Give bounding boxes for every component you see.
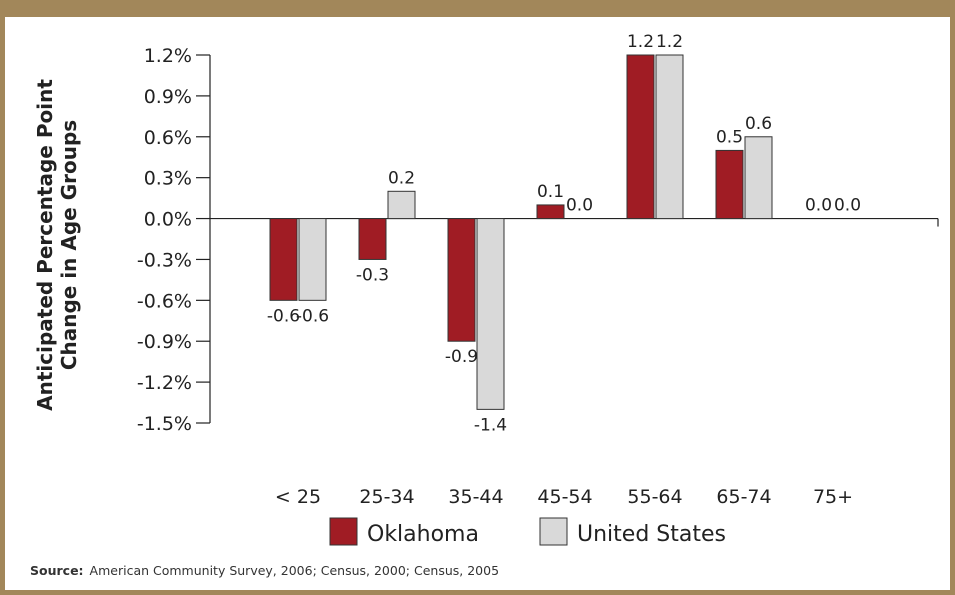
bar-oklahoma (447, 218, 476, 342)
data-label: 1.2 (656, 32, 683, 52)
bar-united-states (655, 54, 684, 220)
data-label: 0.0 (805, 196, 832, 216)
data-label: -1.4 (474, 415, 507, 435)
legend-swatch-oklahoma (329, 517, 358, 546)
y-tick-label: 0.3% (144, 168, 192, 190)
data-label: 0.0 (566, 196, 593, 216)
y-tick-label: -0.9% (137, 331, 192, 353)
x-tick-label: < 25 (275, 486, 321, 508)
bar-united-states (298, 218, 327, 301)
y-tick-label: -0.3% (137, 249, 192, 271)
x-tick-label: 55-64 (627, 486, 682, 508)
data-label: -0.9 (445, 347, 478, 367)
data-label: 0.2 (388, 168, 415, 188)
legend-label-united-states: United States (577, 522, 726, 547)
data-label: 0.0 (834, 196, 861, 216)
x-tick-label: 65-74 (716, 486, 771, 508)
source-label: Source: (30, 563, 84, 578)
x-tick-label: 25-34 (359, 486, 414, 508)
bar-oklahoma (626, 54, 655, 220)
bar-united-states (476, 218, 505, 410)
source-note: Source: American Community Survey, 2006; … (30, 563, 499, 578)
data-label: -0.6 (296, 306, 329, 326)
bar-united-states (744, 136, 773, 220)
data-label: 0.1 (537, 182, 564, 202)
y-tick-label: -0.6% (137, 290, 192, 312)
bar-oklahoma (715, 149, 744, 220)
x-tick-label: 35-44 (448, 486, 503, 508)
bar-oklahoma (358, 218, 387, 260)
x-tick-label: 75+ (813, 486, 853, 508)
bar-oklahoma (536, 204, 565, 220)
y-tick-label: 0.0% (144, 209, 192, 231)
bar-oklahoma (269, 218, 298, 301)
y-tick-label: -1.2% (137, 372, 192, 394)
source-text: American Community Survey, 2006; Census,… (89, 563, 500, 578)
y-tick-label: 0.9% (144, 86, 192, 108)
data-label: -0.3 (356, 265, 389, 285)
y-tick-label: 1.2% (144, 45, 192, 67)
bar-united-states (387, 190, 416, 220)
legend-swatch-united-states (539, 517, 568, 546)
data-label: 1.2 (627, 32, 654, 52)
y-axis-label-line-1: Anticipated Percentage Point (33, 79, 57, 411)
legend-label-oklahoma: Oklahoma (367, 522, 479, 547)
y-tick-label: -1.5% (137, 413, 192, 435)
data-label: 0.5 (716, 127, 743, 147)
y-axis-label-line-2: Change in Age Groups (57, 120, 81, 370)
data-label: 0.6 (745, 114, 772, 134)
y-tick-label: 0.6% (144, 127, 192, 149)
x-tick-label: 45-54 (537, 486, 592, 508)
data-label: -0.6 (267, 306, 300, 326)
